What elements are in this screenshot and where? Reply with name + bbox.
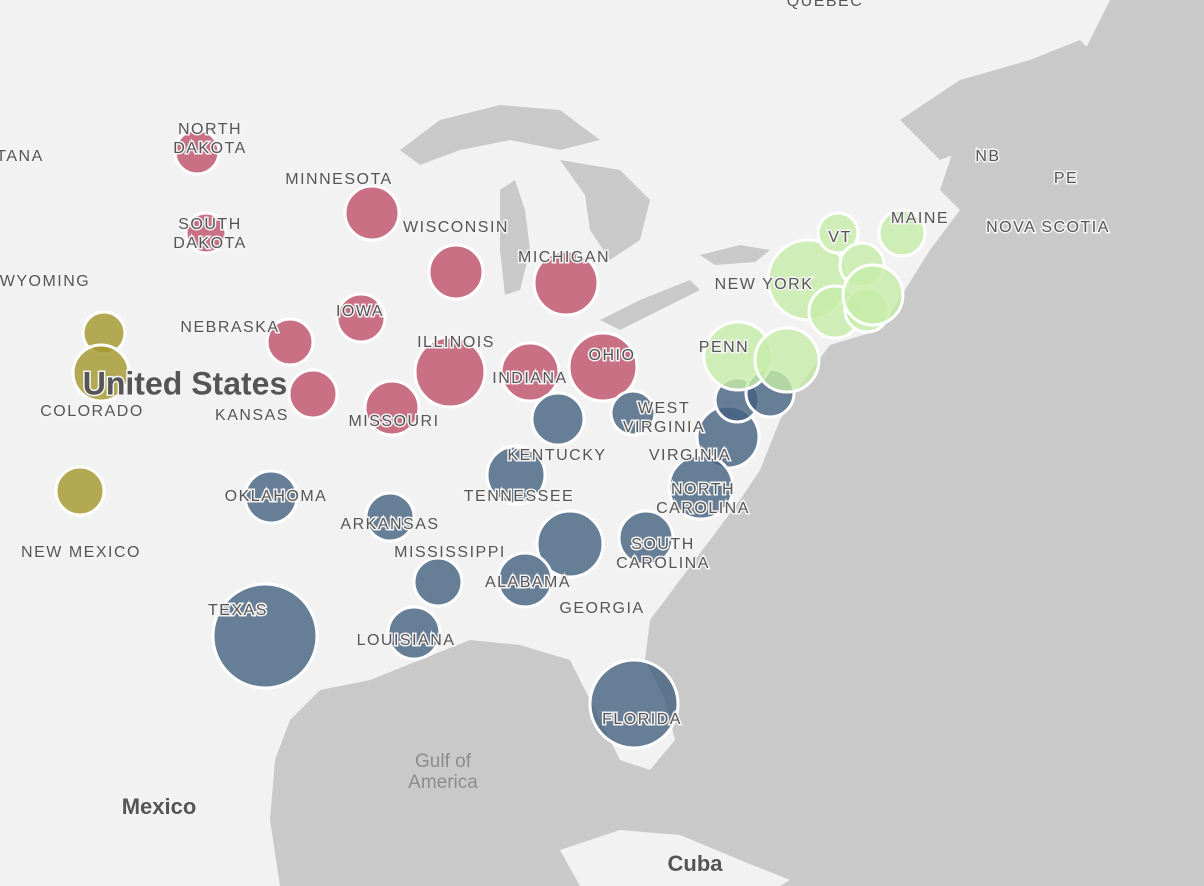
- bubble: [667, 453, 735, 521]
- bubble: [173, 128, 221, 176]
- place-label: MINNESOTA: [285, 171, 392, 188]
- bubble: [54, 465, 106, 517]
- place-label: KANSAS: [215, 407, 289, 424]
- bubble: [496, 551, 554, 609]
- lake-michigan: [500, 180, 530, 295]
- lake-ontario: [700, 245, 770, 265]
- bubble: [617, 509, 675, 567]
- place-label: CAROLINA: [656, 500, 750, 517]
- bubble: [211, 582, 319, 690]
- place-label: WISCONSIN: [403, 219, 509, 236]
- place-label: GEORGIA: [559, 600, 644, 617]
- place-label: WEST: [638, 400, 690, 417]
- atlantic: [270, 0, 1204, 886]
- bubble: [343, 184, 401, 242]
- place-label: Cuba: [668, 851, 724, 876]
- cuba: [560, 830, 790, 886]
- place-label: PENN: [699, 339, 749, 356]
- bubble: [427, 243, 485, 301]
- bubble: [363, 379, 421, 437]
- bubble: [412, 556, 464, 608]
- bubble: [816, 211, 860, 255]
- bubble: [588, 658, 680, 750]
- place-label: LOUISIANA: [357, 632, 456, 649]
- place-label: KENTUCKY: [507, 447, 606, 464]
- bubble: [364, 491, 416, 543]
- bubble: [499, 341, 561, 403]
- place-label: VT: [828, 229, 851, 246]
- place-label: United States: [83, 365, 287, 401]
- gulf-st-lawrence: [900, 40, 1110, 160]
- labels: QUEBEC TANA NORTH DAKOTA MINNESOTA SOUTH DAKOT…: [0, 0, 1110, 877]
- lake-superior: [400, 105, 600, 165]
- bubbles: [54, 128, 927, 750]
- lake-huron: [560, 160, 650, 260]
- place-label: America: [408, 772, 478, 793]
- place-label: FLORIDA: [602, 711, 682, 728]
- bubble: [335, 292, 387, 344]
- place-label: MAINE: [891, 210, 949, 227]
- place-label: NEBRASKA: [180, 319, 279, 336]
- place-label: NORTH: [671, 481, 735, 498]
- place-label: OKLAHOMA: [225, 488, 328, 505]
- place-label: NEW YORK: [715, 276, 814, 293]
- place-label: CAROLINA: [616, 555, 710, 572]
- bubble: [567, 331, 639, 403]
- bubble: [753, 326, 821, 394]
- place-label: VIRGINIA: [623, 419, 705, 436]
- place-label: TEXAS: [208, 602, 268, 619]
- place-label: Mexico: [122, 794, 197, 819]
- place-label: NEW MEXICO: [21, 544, 141, 561]
- bubble: [530, 391, 586, 447]
- bubble: [535, 509, 605, 579]
- place-label: PE: [1054, 170, 1078, 187]
- place-label: ALABAMA: [485, 574, 571, 591]
- place-label: DAKOTA: [173, 140, 247, 157]
- place-label: OHIO: [589, 347, 636, 364]
- bubble: [184, 211, 228, 255]
- place-label: QUEBEC: [787, 0, 864, 10]
- place-label: VIRGINIA: [649, 447, 731, 464]
- place-label: Gulf of: [415, 751, 472, 772]
- place-label: TANA: [0, 148, 44, 165]
- bubble: [243, 469, 299, 525]
- place-label: IOWA: [336, 303, 384, 320]
- place-label: NOVA SCOTIA: [986, 219, 1110, 236]
- place-label: NORTH: [178, 121, 242, 138]
- place-label: DAKOTA: [173, 235, 247, 252]
- bubble: [386, 605, 442, 661]
- place-label: ILLINOIS: [417, 334, 495, 351]
- place-label: MISSISSIPPI: [394, 544, 506, 561]
- bubble: [413, 335, 487, 409]
- place-label: NB: [975, 148, 1000, 165]
- place-label: SOUTH: [178, 216, 242, 233]
- place-label: SOUTH: [631, 536, 695, 553]
- bubble: [71, 343, 131, 403]
- place-label: MICHIGAN: [518, 249, 610, 266]
- water: [270, 0, 1204, 886]
- place-label: WYOMING: [0, 273, 90, 290]
- bubble: [877, 208, 927, 258]
- bubble: [532, 249, 600, 317]
- bubble: [485, 444, 547, 506]
- place-label: INDIANA: [492, 370, 567, 387]
- bubble: [287, 368, 339, 420]
- lake-erie: [600, 280, 700, 330]
- bubble: [265, 317, 315, 367]
- bubble: [609, 389, 657, 437]
- place-label: COLORADO: [40, 403, 144, 420]
- place-label: MISSOURI: [348, 413, 439, 430]
- bubble: [841, 263, 905, 327]
- place-label: ARKANSAS: [340, 516, 439, 533]
- place-label: TENNESSEE: [464, 488, 574, 505]
